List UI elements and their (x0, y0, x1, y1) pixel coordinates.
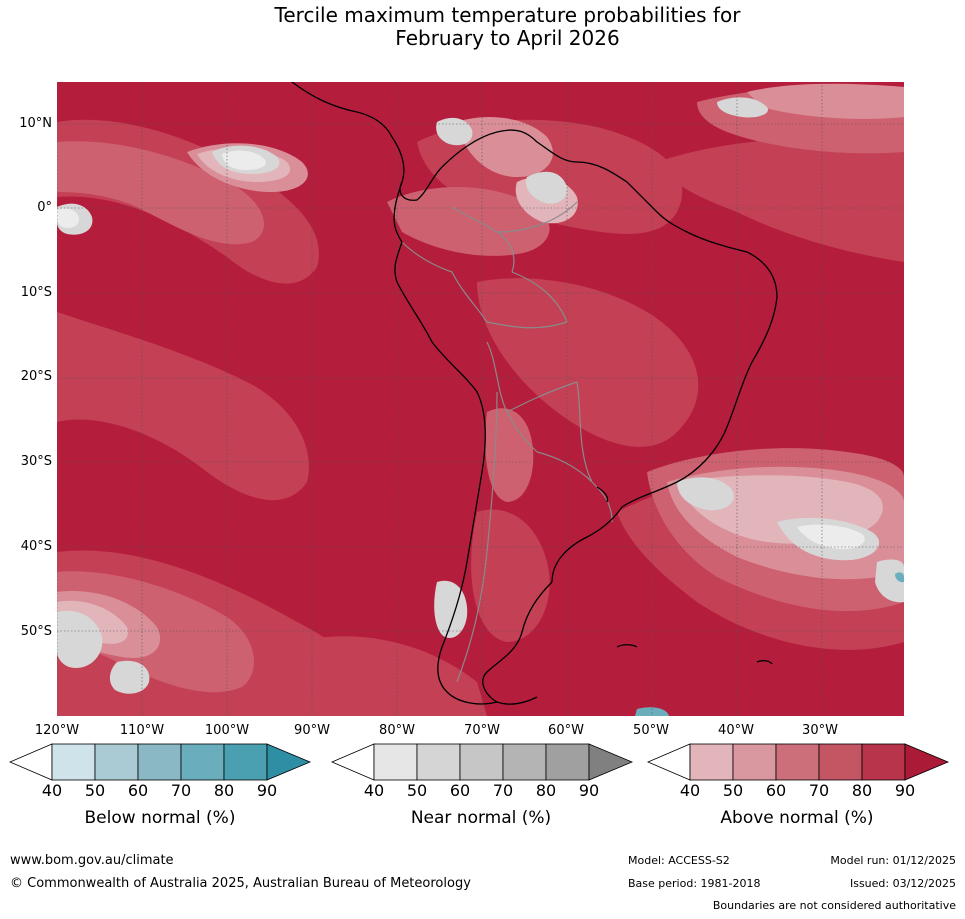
colorbar-segment (137, 743, 182, 781)
probability-map (57, 82, 904, 716)
near-normal-light-zones (57, 150, 865, 550)
legend-below-normal-colorbar (8, 743, 312, 781)
lat-label-10n: 10°N (19, 116, 52, 131)
legend-above-tick: 70 (808, 781, 830, 800)
below-normal-zones (635, 572, 904, 716)
colorbar-segment (732, 743, 777, 781)
lon-label-120w: 120°W (34, 723, 80, 738)
legend-above-tick: 40 (679, 781, 701, 800)
lon-label-70w: 70°W (464, 723, 500, 738)
legend-near-title: Near normal (%) (410, 808, 552, 828)
colorbar-max-triangle (266, 743, 312, 781)
colorbar-segment (373, 743, 418, 781)
colorbar-segment (223, 743, 268, 781)
map-title-line-1: Tercile maximum temperature probabilitie… (274, 3, 741, 27)
colorbar-segment (775, 743, 820, 781)
graticule (57, 82, 904, 716)
legend-near-tick: 40 (363, 781, 385, 800)
lon-label-110w: 110°W (119, 723, 165, 738)
colorbar-segment (180, 743, 225, 781)
footer-disclaimer: Boundaries are not considered authoritat… (712, 899, 956, 912)
country-boundaries (401, 201, 613, 683)
footer-model: Model: ACCESS-S2 (628, 854, 730, 867)
lon-label-90w: 90°W (294, 723, 330, 738)
legend-below-tick: 80 (213, 781, 235, 800)
colorbar-segment (502, 743, 547, 781)
colorbar-segment (818, 743, 863, 781)
lat-label-50s: 50°S (20, 624, 52, 639)
lat-label-40s: 40°S (20, 539, 52, 554)
colorbar-segment (94, 743, 139, 781)
footer-model-run: Model run: 01/12/2025 (830, 854, 956, 867)
lon-label-40w: 40°W (718, 723, 754, 738)
legend-below-title: Below normal (%) (84, 808, 236, 828)
legend-below-tick: 60 (127, 781, 149, 800)
lat-label-20s: 20°S (20, 369, 52, 384)
legend-near-tick: 60 (449, 781, 471, 800)
colorbar-max-triangle (588, 743, 634, 781)
lat-label-30s: 30°S (20, 454, 52, 469)
legend-near-normal (330, 743, 634, 781)
legend-near-tick: 80 (535, 781, 557, 800)
lat-label-10s: 10°S (20, 285, 52, 300)
lon-label-80w: 80°W (379, 723, 415, 738)
map-title-line-2: February to April 2026 (395, 26, 620, 50)
colorbar-min-triangle (646, 743, 691, 781)
colorbar-segment (861, 743, 906, 781)
legend-near-tick: 50 (406, 781, 428, 800)
legend-below-tick: 70 (170, 781, 192, 800)
footer-url: www.bom.gov.au/climate (10, 853, 174, 868)
footer-issued: Issued: 03/12/2025 (849, 877, 956, 890)
footer-base-period: Base period: 1981-2018 (628, 877, 761, 890)
footer-copyright: © Commonwealth of Australia 2025, Austra… (10, 876, 471, 891)
legend-below-tick: 50 (84, 781, 106, 800)
coastlines (291, 82, 778, 705)
legend-above-title: Above normal (%) (720, 808, 874, 828)
lat-label-0: 0° (37, 200, 52, 215)
colorbar-max-triangle (904, 743, 950, 781)
colorbar-segment (689, 743, 734, 781)
colorbar-segment (459, 743, 504, 781)
legend-near-normal-colorbar (330, 743, 634, 781)
legend-above-normal (646, 743, 950, 781)
legend-above-tick: 60 (765, 781, 787, 800)
colorbar-segment (51, 743, 96, 781)
lon-label-100w: 100°W (204, 723, 250, 738)
lon-label-30w: 30°W (802, 723, 838, 738)
map-title: Tercile maximum temperature probabilitie… (0, 4, 965, 50)
probability-map-svg (57, 82, 904, 716)
legend-above-tick: 50 (722, 781, 744, 800)
legend-below-tick: 90 (256, 781, 278, 800)
legend-above-tick: 90 (894, 781, 916, 800)
legend-near-tick: 90 (578, 781, 600, 800)
colorbar-segment (416, 743, 461, 781)
colorbar-segment (545, 743, 590, 781)
legend-below-normal (8, 743, 312, 781)
legend-near-tick: 70 (492, 781, 514, 800)
colorbar-min-triangle (330, 743, 375, 781)
lon-label-60w: 60°W (548, 723, 584, 738)
legend-below-tick: 40 (41, 781, 63, 800)
colorbar-min-triangle (8, 743, 53, 781)
legend-above-tick: 80 (851, 781, 873, 800)
lon-label-50w: 50°W (633, 723, 669, 738)
legend-above-normal-colorbar (646, 743, 950, 781)
